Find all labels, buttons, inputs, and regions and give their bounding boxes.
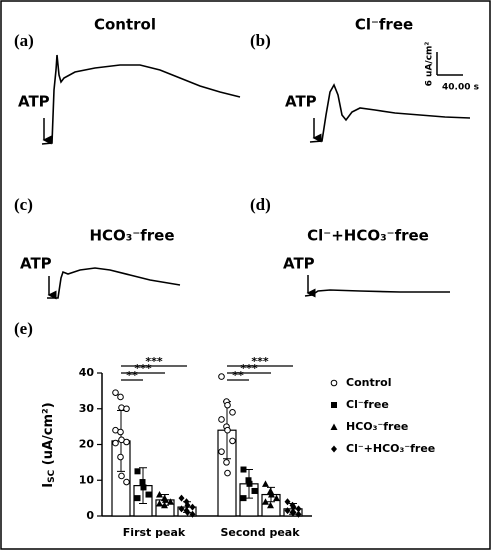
panel-label: (e): [14, 319, 33, 338]
panel-title: HCO₃⁻free: [89, 227, 174, 245]
data-point: [290, 508, 297, 516]
significance-label: ***: [145, 355, 163, 368]
data-point: [117, 453, 124, 461]
data-point: [134, 468, 141, 475]
y-tick-label: 40: [79, 366, 95, 379]
panel-title: Control: [94, 16, 156, 34]
data-point: [262, 480, 269, 487]
data-point: [184, 501, 191, 509]
data-point: [118, 472, 125, 480]
y-tick-label: 10: [79, 473, 95, 486]
data-point: [245, 477, 252, 484]
data-point: [161, 501, 168, 509]
stimulus-label: ATP: [285, 93, 317, 111]
scale-y-label: 6 uA/cm²: [425, 42, 435, 87]
panel-label: (a): [14, 31, 34, 50]
panel-label: (d): [250, 195, 271, 214]
stimulus-label: ATP: [18, 93, 50, 111]
data-point: [223, 459, 230, 466]
legend-marker: [330, 423, 338, 430]
data-point: [117, 393, 124, 401]
significance-label: **: [232, 369, 244, 382]
data-point: [112, 439, 119, 447]
data-point: [273, 494, 280, 502]
data-point: [123, 438, 130, 446]
legend-marker: [331, 402, 337, 408]
data-point: [224, 401, 231, 409]
stimulus-label: ATP: [283, 255, 315, 273]
data-point: [295, 510, 302, 518]
data-point: [139, 479, 146, 486]
data-point: [284, 498, 291, 506]
data-point: [246, 480, 253, 487]
data-point: [178, 505, 185, 513]
trace: [309, 83, 471, 143]
data-point: [267, 501, 274, 509]
y-axis-title: ISC (uA/cm²): [41, 402, 57, 487]
data-point: [229, 437, 236, 445]
data-point: [178, 494, 185, 502]
data-point: [156, 499, 163, 507]
data-point: [112, 389, 119, 396]
legend-marker: [331, 445, 337, 453]
data-point: [123, 478, 130, 486]
legend-label: HCO₃⁻free: [346, 420, 408, 433]
data-point: [224, 469, 231, 477]
data-point: [240, 466, 247, 473]
x-tick-label: Second peak: [220, 526, 300, 539]
significance-label: ***: [251, 355, 269, 368]
data-point: [156, 491, 163, 498]
trace: [47, 267, 181, 299]
data-point: [218, 448, 225, 455]
data-point: [229, 409, 236, 416]
y-tick-label: 0: [86, 509, 94, 522]
data-point: [290, 503, 297, 511]
stimulus-label: ATP: [20, 255, 52, 273]
panel-title: Cl⁻free: [355, 16, 413, 34]
data-point: [117, 428, 124, 436]
data-point: [167, 498, 174, 505]
legend-marker: [330, 379, 338, 387]
panel-label: (c): [14, 195, 33, 214]
significance-label: ***: [240, 362, 258, 375]
data-point: [145, 491, 152, 498]
data-point: [251, 487, 258, 494]
significance-label: **: [126, 369, 138, 382]
y-tick-label: 20: [79, 438, 95, 451]
trace: [304, 289, 450, 297]
data-point: [218, 373, 225, 380]
data-point: [123, 405, 130, 413]
data-point: [218, 416, 225, 423]
data-point: [134, 495, 141, 502]
data-point: [295, 505, 302, 513]
data-point: [240, 495, 247, 502]
legend-label: Control: [346, 376, 391, 389]
data-point: [189, 503, 196, 511]
data-point: [284, 507, 291, 515]
panel-label: (b): [250, 31, 271, 50]
data-point: [184, 508, 191, 516]
data-point: [262, 498, 269, 505]
panel-title: Cl⁻+HCO₃⁻free: [307, 227, 429, 245]
data-point: [189, 510, 196, 518]
y-tick-label: 30: [79, 402, 95, 415]
data-point: [162, 496, 169, 503]
scale-x-label: 40.00 s: [442, 83, 479, 93]
data-point: [268, 491, 275, 498]
x-tick-label: First peak: [123, 526, 186, 539]
legend-label: Cl⁻free: [346, 398, 389, 411]
data-point: [267, 487, 274, 494]
significance-label: ***: [134, 362, 152, 375]
legend-label: Cl⁻+HCO₃⁻free: [346, 442, 435, 455]
data-point: [224, 426, 231, 434]
data-point: [140, 484, 147, 491]
trace: [41, 54, 241, 145]
